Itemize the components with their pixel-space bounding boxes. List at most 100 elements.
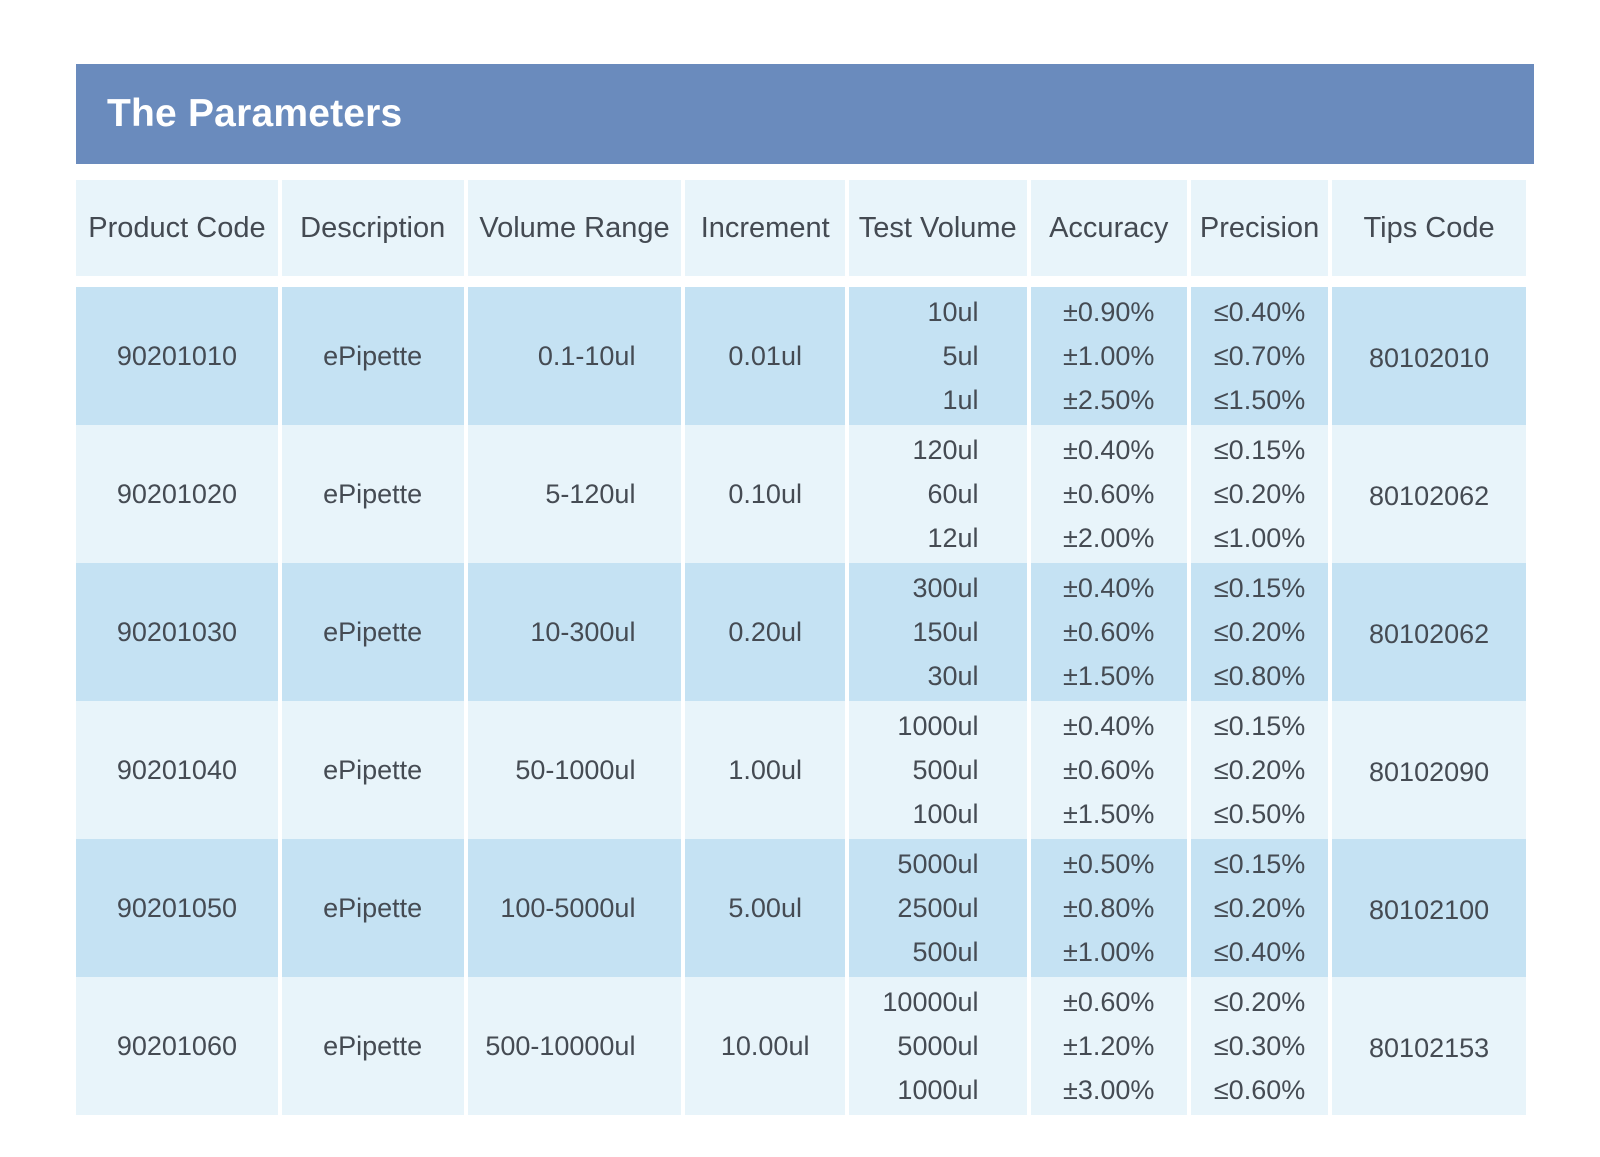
precision-value: ≤1.00% [1213, 523, 1306, 553]
column-header-precision: Precision [1190, 180, 1329, 276]
test-volume-value: 5000ul [897, 849, 979, 879]
volume-range-cell: 50-1000ul [467, 701, 682, 839]
accuracy-value: ±0.60% [1063, 987, 1155, 1017]
product-code: 90201020 [116, 478, 237, 509]
accuracy-cell: ±0.90% ±1.00% ±2.50% [1030, 287, 1187, 425]
volume-range-cell: 500-10000ul [467, 977, 682, 1115]
description: ePipette [323, 478, 423, 509]
test-volume-value: 10ul [927, 297, 979, 327]
test-volume-value: 300ul [912, 573, 979, 603]
test-volume-value: 1ul [942, 385, 979, 415]
tips-code-cell: 80102153 [1332, 977, 1526, 1115]
accuracy-value: ±0.40% [1063, 711, 1155, 741]
volume-range-cell: 0.1-10ul [467, 287, 682, 425]
increment-cell: 1.00ul [685, 701, 845, 839]
product-code: 90201060 [116, 1030, 237, 1061]
description-cell: ePipette [281, 563, 464, 701]
tips-code-cell: 80102062 [1332, 425, 1526, 563]
precision-value: ≤0.20% [1213, 479, 1306, 509]
precision-value: ≤0.15% [1213, 435, 1306, 465]
precision-value: ≤0.70% [1213, 341, 1306, 371]
column-header-accuracy: Accuracy [1030, 180, 1187, 276]
description: ePipette [323, 1030, 423, 1061]
accuracy-cell: ±0.60% ±1.20% ±3.00% [1030, 977, 1187, 1115]
increment-cell: 0.20ul [685, 563, 845, 701]
accuracy-value: ±1.50% [1063, 799, 1155, 829]
table-header-row: Product Code Description Volume Range In… [76, 180, 1526, 276]
precision-cell: ≤0.15% ≤0.20% ≤0.80% [1190, 563, 1329, 701]
accuracy-value: ±0.50% [1063, 849, 1155, 879]
accuracy-value: ±0.90% [1063, 297, 1155, 327]
accuracy-cell: ±0.50% ±0.80% ±1.00% [1030, 839, 1187, 977]
precision-value: ≤0.40% [1213, 937, 1306, 967]
test-volume-value: 500ul [912, 937, 979, 967]
product-code-cell: 90201040 [76, 701, 278, 839]
precision-value: ≤0.20% [1213, 617, 1306, 647]
accuracy-value: ±2.50% [1063, 385, 1155, 415]
precision-value: ≤0.20% [1213, 755, 1306, 785]
test-volume-value: 1000ul [897, 1075, 979, 1105]
table-row: 90201040 ePipette 50-1000ul 1.00ul 1000u… [76, 701, 1526, 839]
volume-range: 500-10000ul [485, 1030, 636, 1061]
increment: 10.00ul [720, 1030, 810, 1061]
precision-value: ≤0.20% [1213, 987, 1306, 1017]
accuracy-cell: ±0.40% ±0.60% ±2.00% [1030, 425, 1187, 563]
description: ePipette [323, 754, 423, 785]
precision-value: ≤0.50% [1213, 799, 1306, 829]
increment-cell: 5.00ul [685, 839, 845, 977]
product-code-cell: 90201030 [76, 563, 278, 701]
tips-code: 80102062 [1369, 618, 1490, 649]
test-volume-cell: 10ul 5ul 1ul [848, 287, 1027, 425]
page-title: The Parameters [107, 92, 403, 135]
description-cell: ePipette [281, 701, 464, 839]
product-code: 90201010 [116, 340, 237, 371]
volume-range: 100-5000ul [500, 892, 636, 923]
table-body: 90201010 ePipette 0.1-10ul 0.01ul 10ul 5… [76, 276, 1526, 1115]
precision-cell: ≤0.20% ≤0.30% ≤0.60% [1190, 977, 1329, 1115]
accuracy-value: ±0.60% [1063, 617, 1155, 647]
volume-range: 5-120ul [545, 478, 636, 509]
precision-value: ≤0.60% [1213, 1075, 1306, 1105]
table-row: 90201030 ePipette 10-300ul 0.20ul 300ul … [76, 563, 1526, 701]
description-cell: ePipette [281, 287, 464, 425]
column-header-volume-range: Volume Range [467, 180, 682, 276]
test-volume-value: 12ul [927, 523, 979, 553]
column-header-test-volume: Test Volume [848, 180, 1027, 276]
accuracy-value: ±1.00% [1063, 937, 1155, 967]
description-cell: ePipette [281, 425, 464, 563]
tips-code-cell: 80102010 [1332, 287, 1526, 425]
accuracy-value: ±0.60% [1063, 755, 1155, 785]
accuracy-value: ±3.00% [1063, 1075, 1155, 1105]
test-volume-value: 5ul [942, 341, 979, 371]
table-row: 90201020 ePipette 5-120ul 0.10ul 120ul 6… [76, 425, 1526, 563]
product-code-cell: 90201060 [76, 977, 278, 1115]
tips-code: 80102100 [1369, 894, 1490, 925]
precision-cell: ≤0.40% ≤0.70% ≤1.50% [1190, 287, 1329, 425]
tips-code: 80102090 [1369, 756, 1490, 787]
test-volume-value: 120ul [912, 435, 979, 465]
test-volume-cell: 10000ul 5000ul 1000ul [848, 977, 1027, 1115]
increment-cell: 0.01ul [685, 287, 845, 425]
tips-code-cell: 80102062 [1332, 563, 1526, 701]
increment: 0.01ul [728, 340, 802, 371]
test-volume-value: 100ul [912, 799, 979, 829]
table-row: 90201010 ePipette 0.1-10ul 0.01ul 10ul 5… [76, 287, 1526, 425]
column-header-description: Description [281, 180, 464, 276]
increment: 5.00ul [728, 892, 802, 923]
test-volume-value: 500ul [912, 755, 979, 785]
test-volume-cell: 300ul 150ul 30ul [848, 563, 1027, 701]
product-code-cell: 90201010 [76, 287, 278, 425]
precision-value: ≤0.80% [1213, 661, 1306, 691]
product-code: 90201050 [116, 892, 237, 923]
increment-cell: 10.00ul [685, 977, 845, 1115]
test-volume-value: 60ul [927, 479, 979, 509]
tips-code: 80102062 [1369, 480, 1490, 511]
accuracy-value: ±1.20% [1063, 1031, 1155, 1061]
accuracy-value: ±0.40% [1063, 435, 1155, 465]
test-volume-cell: 120ul 60ul 12ul [848, 425, 1027, 563]
precision-cell: ≤0.15% ≤0.20% ≤0.50% [1190, 701, 1329, 839]
description: ePipette [323, 892, 423, 923]
accuracy-cell: ±0.40% ±0.60% ±1.50% [1030, 701, 1187, 839]
test-volume-value: 30ul [927, 661, 979, 691]
tips-code-cell: 80102090 [1332, 701, 1526, 839]
